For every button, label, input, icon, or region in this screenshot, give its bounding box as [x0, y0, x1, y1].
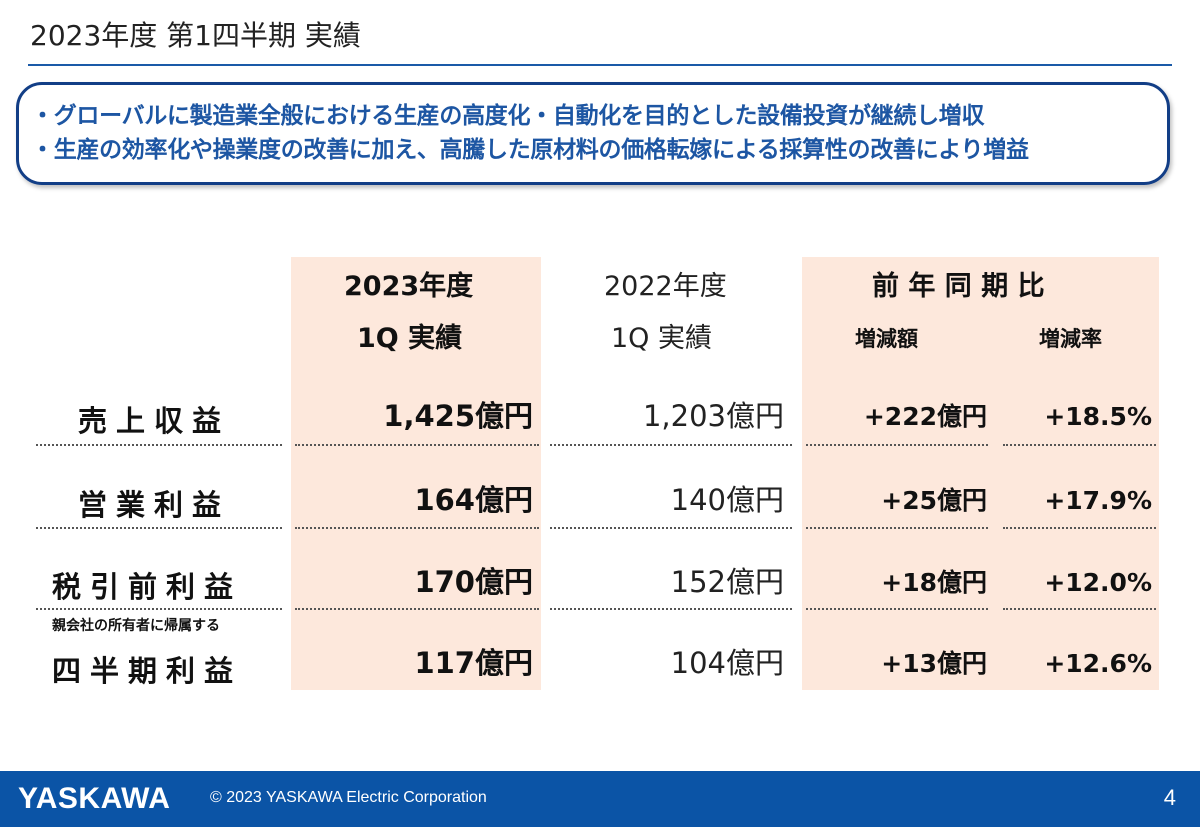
header-yoy-rate: 増減率: [1039, 327, 1102, 351]
row-pretax-profit-rate: +12.0%: [1044, 568, 1152, 597]
row-divider: [1003, 527, 1156, 529]
row-revenue-rate: +18.5%: [1044, 402, 1152, 431]
slide-title: 2023年度 第1四半期 実績: [30, 19, 361, 52]
row-revenue-prior: 1,203億円: [642, 399, 784, 433]
row-quarterly-profit-change: +13億円: [881, 649, 987, 678]
header-prior-year: 2022年度: [604, 271, 727, 302]
yaskawa-logo: YASKAWA: [18, 782, 171, 815]
summary-line-2: ・生産の効率化や操業度の改善に加え、高騰した原材料の価格転嫁による採算性の改善に…: [31, 137, 1029, 163]
row-divider: [295, 444, 539, 446]
page-number: 4: [1163, 785, 1176, 810]
row-label-quarterly-profit: 四半期利益: [52, 654, 243, 688]
row-divider: [36, 608, 282, 610]
header-prior-period: 1Q 実績: [611, 323, 713, 354]
footer-copyright: © 2023 YASKAWA Electric Corporation: [210, 789, 487, 806]
row-divider: [806, 608, 988, 610]
row-divider: [295, 527, 539, 529]
row-pretax-profit-current: 170億円: [414, 565, 533, 599]
row-revenue-change: +222億円: [863, 402, 987, 431]
row-pretax-profit-change: +18億円: [881, 568, 987, 597]
row-divider: [36, 444, 282, 446]
summary-line-1: ・グローバルに製造業全般における生産の高度化・自動化を目的とした設備投資が継続し…: [31, 103, 985, 129]
row-quarterly-profit-rate: +12.6%: [1044, 649, 1152, 678]
row-revenue-current: 1,425億円: [383, 399, 533, 433]
row-divider: [550, 608, 792, 610]
row-operating-profit-change: +25億円: [881, 486, 987, 515]
row-operating-profit-current: 164億円: [414, 483, 533, 517]
row-label-pretax-profit: 税引前利益: [52, 570, 243, 604]
header-yoy-amount: 増減額: [855, 327, 918, 351]
header-current-year: 2023年度: [344, 271, 474, 302]
row-pretax-profit-prior: 152億円: [670, 565, 784, 599]
row-divider: [806, 444, 988, 446]
row-divider: [1003, 444, 1156, 446]
row-divider: [550, 444, 792, 446]
row-label-revenue: 売上収益: [78, 404, 231, 438]
footer-bar: YASKAWA © 2023 YASKAWA Electric Corporat…: [0, 771, 1200, 827]
yoy-column-highlight: [802, 257, 1159, 690]
row-quarterly-profit-prior: 104億円: [670, 646, 784, 680]
row-divider: [806, 527, 988, 529]
row-divider: [1003, 608, 1156, 610]
row-label-operating-profit: 営業利益: [78, 488, 231, 522]
current-year-column-highlight: [291, 257, 541, 690]
row-divider: [550, 527, 792, 529]
row-operating-profit-prior: 140億円: [670, 483, 784, 517]
header-yoy: 前 年 同 期 比: [872, 271, 1045, 302]
summary-box: ・グローバルに製造業全般における生産の高度化・自動化を目的とした設備投資が継続し…: [16, 82, 1170, 185]
row-quarterly-profit-current: 117億円: [414, 646, 533, 680]
title-underline: [28, 64, 1172, 66]
row-note-attributable: 親会社の所有者に帰属する: [52, 618, 220, 634]
row-divider: [295, 608, 539, 610]
row-divider: [36, 527, 282, 529]
header-current-period: 1Q 実績: [357, 323, 463, 354]
row-operating-profit-rate: +17.9%: [1044, 486, 1152, 515]
